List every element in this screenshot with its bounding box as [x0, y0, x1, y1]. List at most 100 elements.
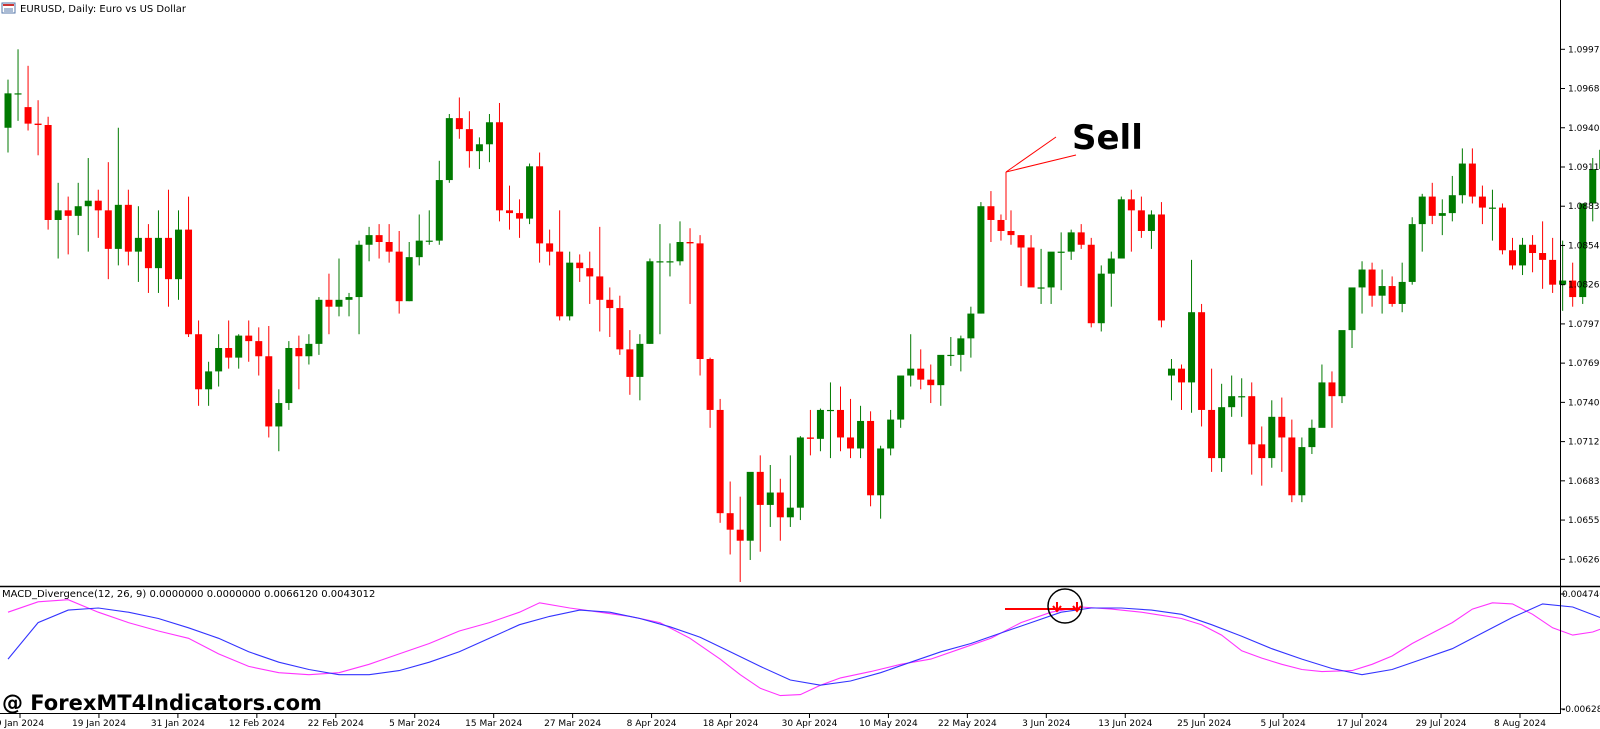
candle — [1178, 364, 1186, 410]
candle-body — [1398, 281, 1406, 304]
candle — [1428, 182, 1436, 225]
candle — [1418, 193, 1426, 252]
candle — [215, 334, 223, 387]
price-tick-label: 1.06550 — [1568, 516, 1600, 526]
macd-slow-line — [7, 603, 1600, 686]
time-tick-label: 19 Jan 2024 — [72, 719, 126, 729]
candle — [1238, 378, 1246, 417]
oscillator-pane — [7, 599, 1600, 697]
watermark: @ ForexMT4Indicators.com — [2, 691, 322, 715]
candle-body — [516, 213, 524, 219]
candle — [626, 330, 634, 395]
candle — [495, 102, 503, 222]
candle-body — [1388, 286, 1396, 304]
candle — [315, 297, 323, 355]
candle — [1288, 419, 1296, 503]
candle — [265, 325, 273, 438]
candle-body — [897, 375, 905, 420]
time-tick-label: 25 Jun 2024 — [1177, 719, 1231, 729]
candle — [255, 327, 263, 376]
candle — [4, 79, 12, 153]
candle — [1248, 382, 1256, 475]
candle-body — [355, 244, 363, 298]
candle — [445, 113, 453, 183]
candle-body — [185, 229, 193, 335]
candle-body — [295, 347, 303, 357]
time-tick-label: 13 Jun 2024 — [1098, 719, 1152, 729]
candle-body — [14, 93, 22, 95]
candle-body — [1338, 330, 1346, 397]
price-tick-label: 1.08545 — [1568, 241, 1600, 251]
candle-body — [1178, 368, 1186, 383]
sell-pointer-line-b — [1005, 154, 1077, 173]
candle — [606, 287, 614, 337]
sell-pointer-line-a — [1005, 136, 1057, 173]
candle — [114, 127, 122, 266]
candle — [435, 160, 443, 245]
signal-markers — [1005, 588, 1083, 624]
candle-body — [1478, 196, 1486, 208]
candle — [967, 306, 975, 358]
candle — [1458, 148, 1466, 204]
time-axis: 9 Jan 2024 19 Jan 2024 31 Jan 2024 12 Feb 2… — [0, 714, 1546, 729]
candle-body — [1248, 396, 1256, 445]
candle-body — [225, 347, 233, 358]
candle-body — [686, 242, 694, 244]
candle — [1077, 224, 1085, 249]
candle — [917, 349, 925, 390]
candle-body — [24, 107, 32, 124]
time-tick-label: 18 Apr 2024 — [703, 719, 759, 729]
candle — [696, 235, 704, 376]
candle-body — [475, 144, 483, 152]
candle-body — [937, 354, 945, 386]
candle-body — [1278, 416, 1286, 438]
candle — [836, 386, 844, 452]
candle — [796, 436, 804, 521]
candle-body — [1097, 273, 1105, 324]
candle — [425, 210, 433, 245]
candle-body — [1198, 312, 1206, 410]
candle — [1398, 262, 1406, 313]
candle-body — [1298, 447, 1306, 496]
candle-body — [867, 420, 875, 496]
candle — [185, 196, 193, 337]
candle-body — [1358, 269, 1366, 288]
time-tick-label: 3 Jun 2024 — [1022, 719, 1071, 729]
candle-body — [536, 166, 544, 244]
candle — [1017, 235, 1025, 287]
candle — [1167, 359, 1175, 401]
candle-body — [114, 204, 122, 249]
price-tick-label: 1.09115 — [1568, 163, 1600, 173]
time-tick-label: 31 Jan 2024 — [151, 719, 205, 729]
candle-body — [275, 403, 283, 427]
candle-body — [325, 299, 333, 307]
candle-body — [826, 409, 834, 412]
candle — [746, 471, 754, 560]
candle-body — [1529, 244, 1537, 254]
candle — [475, 137, 483, 170]
candle — [225, 320, 233, 369]
candle-body — [576, 262, 584, 269]
time-tick-label: 5 Mar 2024 — [389, 719, 441, 729]
candle-body — [1418, 196, 1426, 225]
macd-fast-line — [7, 599, 1600, 697]
candle — [1117, 196, 1125, 259]
indicator-label: MACD_Divergence(12, 26, 9) 0.0000000 0.0… — [2, 589, 375, 600]
candle-body — [736, 529, 744, 541]
candle — [1308, 419, 1316, 454]
candle-body — [857, 420, 865, 449]
candle-body — [917, 368, 925, 380]
candle-body — [1318, 382, 1326, 428]
candle-body — [1368, 269, 1376, 296]
candle — [1157, 202, 1165, 328]
candle — [84, 158, 92, 252]
candle-body — [806, 437, 814, 439]
candle-body — [205, 371, 213, 390]
candle — [245, 320, 253, 362]
price-tick-label: 1.09400 — [1568, 124, 1600, 134]
candle — [164, 189, 172, 307]
candle — [566, 251, 574, 321]
time-tick-label: 22 May 2024 — [938, 719, 997, 729]
